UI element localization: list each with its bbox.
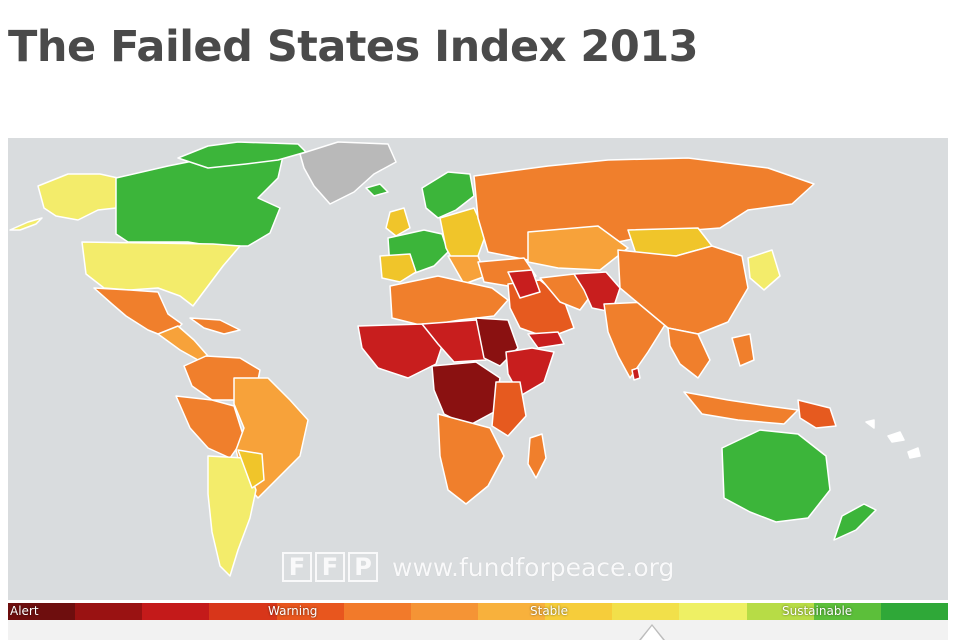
legend-label-alert: Alert [10, 604, 39, 618]
region-iberia [379, 253, 417, 283]
ffp-logo-letter: F [282, 552, 312, 582]
region-usa [81, 241, 241, 307]
region-east-africa [491, 381, 527, 437]
region-china [617, 245, 749, 335]
legend-segment [813, 603, 881, 620]
region-kazakhstan [527, 225, 629, 271]
legend-segment [410, 603, 478, 620]
pointer-arrow-icon [641, 626, 663, 640]
legend-label-warning: Warning [268, 604, 318, 618]
world-map [8, 138, 948, 600]
region-papua [797, 399, 837, 429]
region-aleutians [9, 217, 43, 231]
legend-label-stable: Stable [530, 604, 569, 618]
bottom-strip [8, 620, 948, 640]
ffp-watermark: F F P www.fundforpeace.org [282, 552, 674, 582]
legend-segment [75, 603, 143, 620]
region-alaska [37, 173, 119, 221]
legend-label-sustainable: Sustainable [782, 604, 853, 618]
region-philippines [731, 333, 755, 367]
region-uk-ireland [385, 207, 411, 237]
ffp-logo-letter: P [348, 552, 378, 582]
legend-segment [880, 603, 948, 620]
legend-segment [343, 603, 411, 620]
region-canada-islands [177, 141, 307, 169]
region-southern-africa [437, 413, 505, 505]
world-map-graphic [9, 141, 921, 577]
legend-segment [545, 603, 613, 620]
region-scandinavia [421, 171, 475, 219]
legend-segment [679, 603, 747, 620]
region-caribbean [189, 317, 241, 335]
region-pacific-islands [865, 419, 921, 459]
legend-segment [276, 603, 344, 620]
ffp-logo: F F P [282, 552, 378, 582]
region-indonesia [683, 391, 799, 425]
legend-segment [477, 603, 546, 620]
legend-segment [209, 603, 277, 620]
page-title: The Failed States Index 2013 [8, 22, 699, 72]
website-text: www.fundforpeace.org [392, 552, 675, 582]
region-central-america [157, 325, 209, 361]
region-madagascar [527, 433, 547, 479]
region-southeast-asia [667, 327, 711, 379]
region-greenland [299, 141, 397, 205]
legend-color-scale [8, 603, 948, 620]
region-new-zealand [833, 503, 877, 541]
region-iraq-syria [507, 269, 541, 299]
region-australia [721, 429, 831, 523]
region-north-africa [389, 275, 509, 327]
legend-segment [612, 603, 680, 620]
region-korea-japan [747, 249, 781, 291]
region-paraguay-uruguay [237, 449, 265, 489]
legend-segment [8, 603, 76, 620]
region-yemen [527, 331, 565, 349]
legend-segment [142, 603, 210, 620]
legend-segment [746, 603, 814, 620]
region-sri-lanka [631, 367, 641, 381]
region-central-africa [431, 361, 501, 427]
ffp-logo-letter: F [315, 552, 345, 582]
region-iceland [365, 183, 389, 197]
